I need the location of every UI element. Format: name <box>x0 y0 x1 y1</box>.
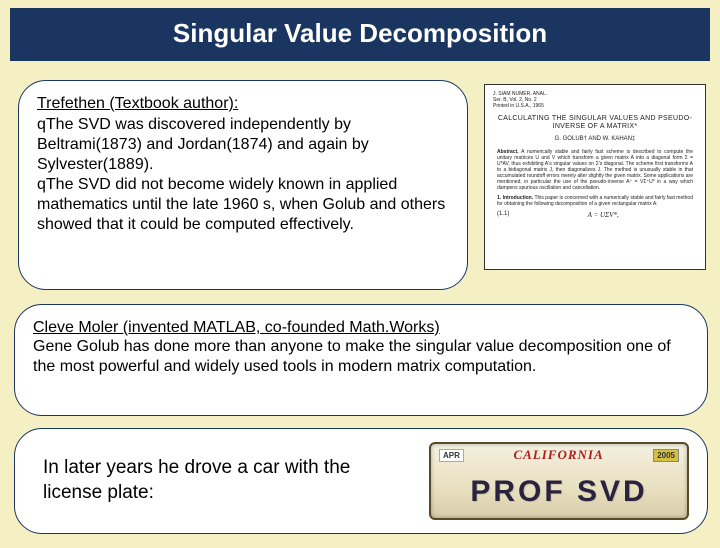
equation-number: (1.1) <box>497 211 509 218</box>
paper-meta: J. SIAM NUMER. ANAL. Ser. B, Vol. 2, No.… <box>493 91 697 109</box>
moler-body: Gene Golub has done more than anyone to … <box>33 337 689 377</box>
plate-year-sticker: 2005 <box>653 449 679 462</box>
paper-thumbnail: J. SIAM NUMER. ANAL. Ser. B, Vol. 2, No.… <box>484 84 706 270</box>
plate-text: PROF SVD <box>431 466 687 518</box>
paper-title: CALCULATING THE SINGULAR VALUES AND PSEU… <box>493 115 697 132</box>
equation: A = UΣV*, <box>493 211 697 219</box>
slide-title: Singular Value Decomposition <box>10 8 710 61</box>
plate-month-sticker: APR <box>439 449 464 462</box>
license-plate-image: APR CALIFORNIA 2005 PROF SVD <box>429 442 689 520</box>
trefethen-body: qThe SVD was discovered independently by… <box>37 115 449 235</box>
trefethen-box: Trefethen (Textbook author): qThe SVD wa… <box>18 80 468 290</box>
bullet-icon: q <box>37 116 46 133</box>
trefethen-heading: Trefethen (Textbook author): <box>37 95 449 113</box>
license-plate-box: In later years he drove a car with the l… <box>14 428 708 534</box>
paper-authors: G. GOLUB† AND W. KAHAN‡ <box>493 136 697 143</box>
trefethen-point-2: The SVD did not become widely known in a… <box>37 176 445 233</box>
plate-header: APR CALIFORNIA 2005 <box>431 444 687 466</box>
license-plate-caption: In later years he drove a car with the l… <box>33 456 409 505</box>
plate-state: CALIFORNIA <box>513 447 603 463</box>
moler-heading: Cleve Moler (invented MATLAB, co-founded… <box>33 319 689 337</box>
abstract-text: A numerically stable and fairly fast sch… <box>497 149 693 191</box>
bullet-icon: q <box>37 176 46 193</box>
moler-box: Cleve Moler (invented MATLAB, co-founded… <box>14 304 708 416</box>
trefethen-point-1: The SVD was discovered independently by … <box>37 116 369 173</box>
